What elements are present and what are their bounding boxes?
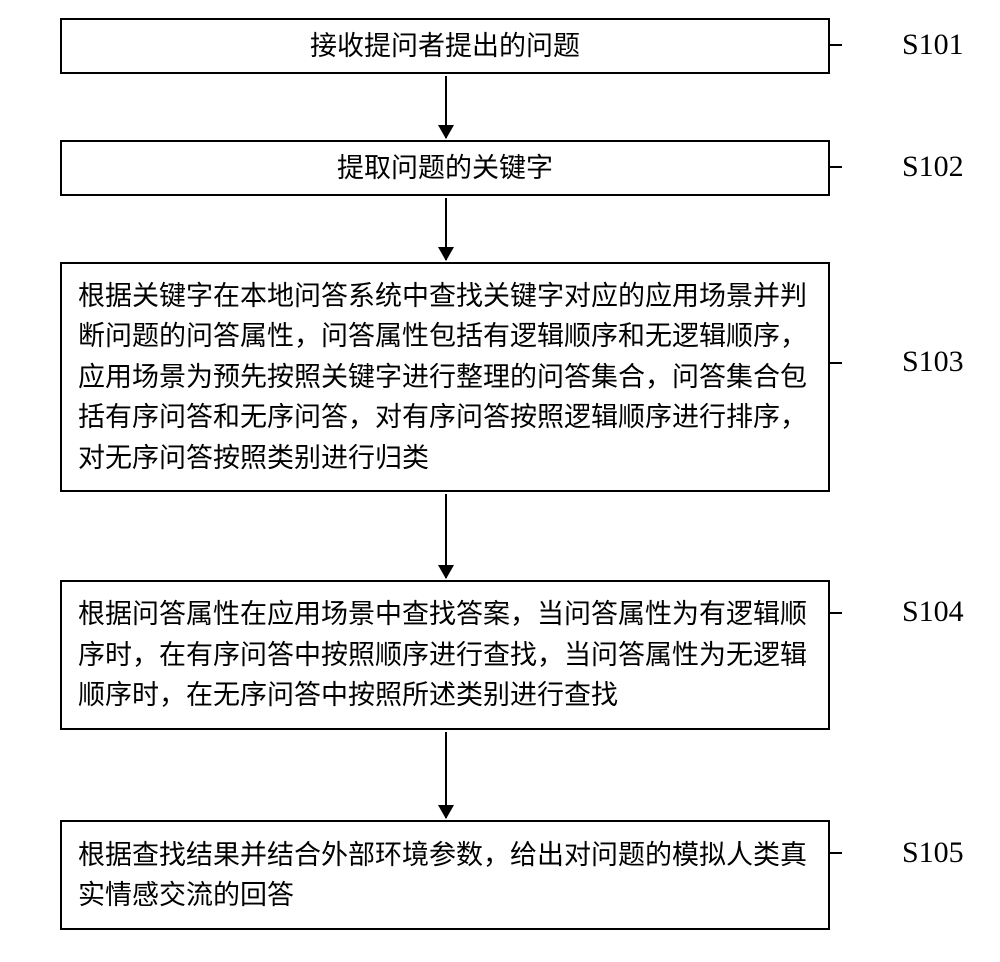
flowchart-canvas: 接收提问者提出的问题 S101 提取问题的关键字 S102 根据关键字在本地问答… — [0, 0, 1000, 962]
flow-node-2: 提取问题的关键字 — [60, 140, 830, 196]
flow-node-5: 根据查找结果并结合外部环境参数，给出对问题的模拟人类真实情感交流的回答 — [60, 820, 830, 930]
flow-label-5: S105 — [902, 836, 964, 870]
flow-node-1-text: 接收提问者提出的问题 — [310, 26, 580, 67]
flow-label-1: S101 — [902, 28, 964, 62]
label-tick-2 — [830, 166, 842, 168]
flow-node-3-text: 根据关键字在本地问答系统中查找关键字对应的应用场景并判断问题的问答属性，问答属性… — [78, 276, 812, 479]
flow-arrow-2-3 — [445, 198, 447, 260]
flow-label-2: S102 — [902, 150, 964, 184]
flow-label-4: S104 — [902, 595, 964, 629]
label-tick-3 — [830, 362, 842, 364]
flow-label-3: S103 — [902, 345, 964, 379]
flow-node-3: 根据关键字在本地问答系统中查找关键字对应的应用场景并判断问题的问答属性，问答属性… — [60, 262, 830, 492]
flow-node-4: 根据问答属性在应用场景中查找答案，当问答属性为有逻辑顺序时，在有序问答中按照顺序… — [60, 580, 830, 730]
label-tick-4 — [830, 612, 842, 614]
flow-node-4-text: 根据问答属性在应用场景中查找答案，当问答属性为有逻辑顺序时，在有序问答中按照顺序… — [78, 594, 812, 716]
flow-arrow-4-5 — [445, 732, 447, 818]
flow-arrow-1-2 — [445, 76, 447, 138]
label-tick-1 — [830, 44, 842, 46]
flow-node-1: 接收提问者提出的问题 — [60, 18, 830, 74]
flow-node-2-text: 提取问题的关键字 — [337, 148, 553, 189]
flow-node-5-text: 根据查找结果并结合外部环境参数，给出对问题的模拟人类真实情感交流的回答 — [78, 835, 812, 916]
label-tick-5 — [830, 852, 842, 854]
flow-arrow-3-4 — [445, 494, 447, 578]
